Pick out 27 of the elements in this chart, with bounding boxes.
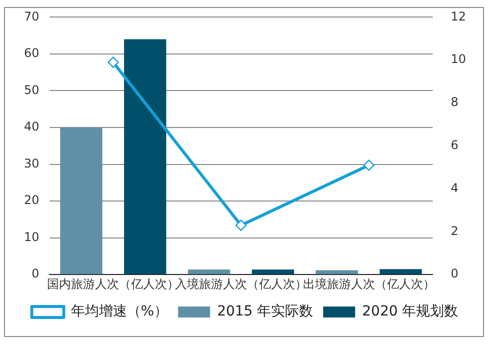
y-tick-label: 10: [24, 230, 40, 244]
y-tick-label: 30: [24, 156, 40, 170]
point: [235, 220, 247, 231]
point: [108, 56, 119, 68]
y2-tick-label: 4: [450, 180, 458, 195]
bar: [124, 39, 166, 274]
bar: [380, 269, 422, 274]
bar: [188, 269, 230, 274]
y2-tick-label: 12: [450, 9, 466, 24]
y-tick-label: 40: [24, 120, 40, 134]
bar: [60, 128, 102, 274]
y2-tick-label: 2: [450, 224, 458, 238]
y2-tick-label: 8: [450, 95, 458, 110]
bar: [252, 269, 294, 274]
y2-tick-label: 0: [450, 266, 458, 281]
y-tick-label: 0: [32, 266, 40, 281]
y2-tick-label: 10: [450, 52, 466, 66]
y-tick-label: 70: [24, 9, 40, 24]
legend-label: 2015 年实际数: [217, 304, 314, 320]
y-tick-label: 20: [24, 193, 40, 208]
point: [363, 160, 374, 171]
y-tick-label: 60: [24, 46, 40, 60]
y-tick-label: 50: [24, 82, 40, 97]
y2-tick-label: 6: [450, 138, 458, 152]
bar: [316, 270, 358, 274]
legend-label: 2020 年规划数: [362, 304, 458, 320]
legend-label: 年均增速（%）: [70, 304, 168, 320]
